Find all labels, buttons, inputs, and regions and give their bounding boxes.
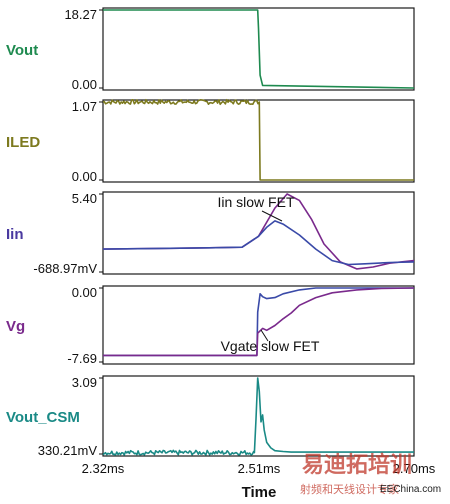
watermark: 易迪拓培训 射频和天线设计专家 EEChina.com	[300, 452, 441, 496]
series-name-iin: Iin	[6, 226, 24, 243]
series-line-vg-0	[103, 287, 414, 357]
annotation-iin: Iin slow FET	[217, 194, 294, 210]
y-tick-label-iled-min: 0.00	[72, 169, 97, 184]
y-tick-label-iled-max: 1.07	[72, 99, 97, 114]
annotation-leader-iin-0	[261, 210, 283, 222]
y-tick-label-vout_csm-max: 3.09	[72, 375, 97, 390]
watermark-brand: 易迪拓培训	[302, 452, 412, 477]
series-name-iled: ILED	[6, 134, 40, 151]
panel-frame-iled	[102, 99, 415, 183]
series-line-vg-1	[103, 287, 415, 357]
panel-frame-vg	[102, 285, 415, 365]
series-name-vg: Vg	[6, 318, 25, 335]
series-line-iin-1	[102, 220, 415, 266]
panel-vg: 0.00 -7.69 Vg Vgate slow FET	[6, 285, 415, 366]
x-axis-label: Time	[242, 484, 277, 501]
y-tick-label-vout_csm-min: 330.21mV	[38, 443, 98, 458]
series-line-vout_csm-0	[102, 377, 414, 456]
panel-iled: 1.07 0.00 ILED	[6, 98, 415, 184]
series-name-vout_csm: Vout_CSM	[6, 409, 80, 426]
panels-layer: 18.27 0.00 Vout 1.07 0.00 ILED 5.40 -688.97mV Ii…	[6, 7, 415, 458]
x-tick-label-1: 2.51ms	[238, 461, 281, 476]
watermark-url: EEChina.com	[380, 484, 441, 495]
watermark-tagline: 射频和天线设计专家	[300, 482, 399, 496]
y-tick-label-vout-min: 0.00	[72, 77, 97, 92]
panel-frame-iin	[102, 191, 415, 275]
series-name-vout: Vout	[6, 42, 38, 59]
series-line-vout-0	[103, 9, 415, 89]
y-tick-label-iin-max: 5.40	[72, 191, 97, 206]
panel-vout: 18.27 0.00 Vout	[6, 7, 415, 92]
y-tick-label-vout-max: 18.27	[64, 7, 97, 22]
annotation-leader-vg-0	[260, 329, 269, 342]
annotation-vg: Vgate slow FET	[221, 338, 320, 354]
y-tick-label-vg-min: -7.69	[67, 351, 97, 366]
y-tick-label-iin-min: -688.97mV	[33, 261, 97, 276]
x-tick-label-0: 2.32ms	[82, 461, 125, 476]
series-line-iled-0	[102, 98, 414, 181]
panel-vout_csm: 3.09 330.21mV Vout_CSM	[6, 375, 415, 458]
x-tick-label-2: 2.70ms	[393, 461, 436, 476]
panel-iin: 5.40 -688.97mV Iin Iin slow FET	[6, 191, 415, 276]
y-tick-label-vg-max: 0.00	[72, 285, 97, 300]
